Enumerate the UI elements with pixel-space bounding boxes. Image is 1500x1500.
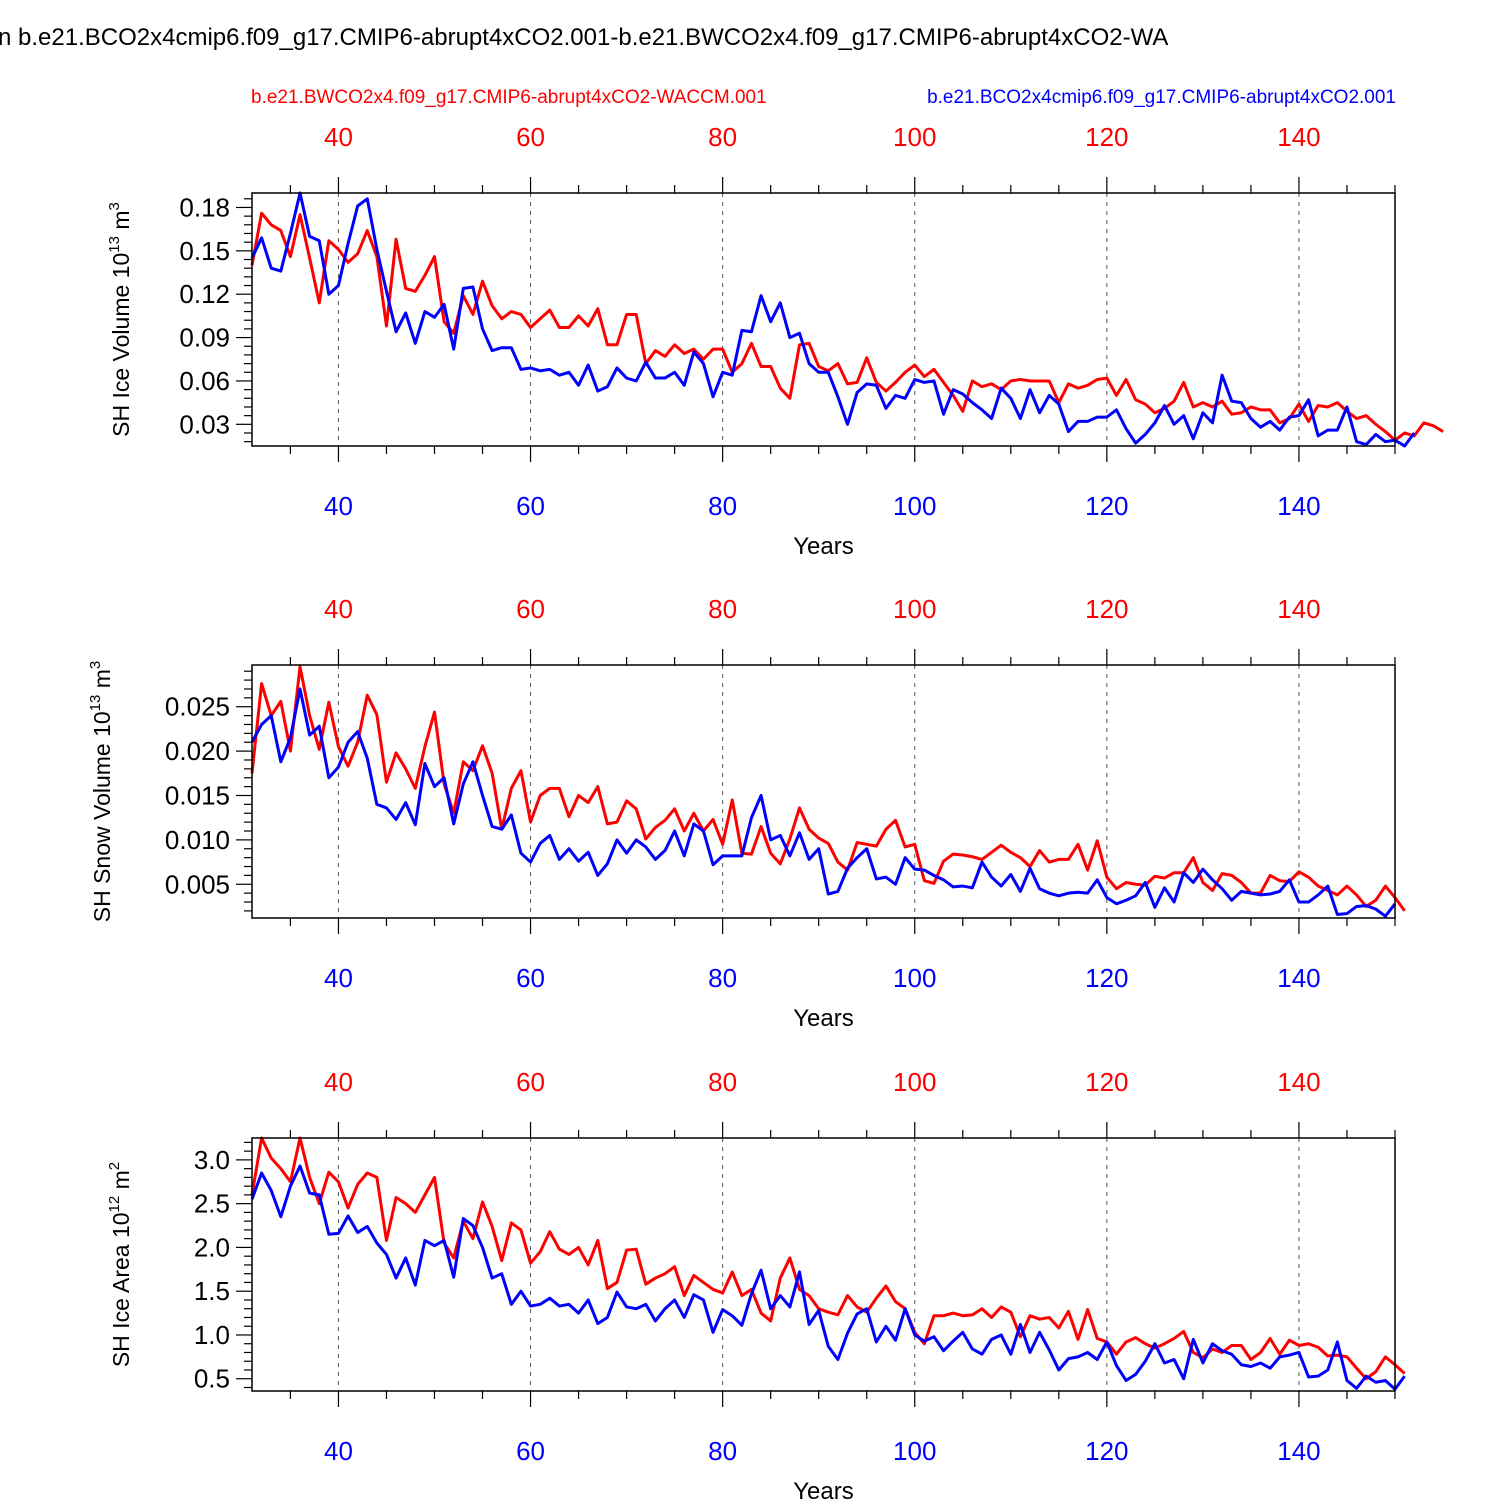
y-tick-label: 0.09 — [179, 323, 230, 353]
y-axis-label-unit-exp: 3 — [87, 661, 104, 669]
y-axis-label-exp: 13 — [87, 695, 104, 712]
series-line-blue — [250, 1164, 1406, 1391]
x-tick-label-bottom: 140 — [1277, 963, 1320, 993]
plot-frame — [251, 192, 1396, 447]
y-tick-label: 2.5 — [194, 1189, 230, 1219]
x-tick-label-bottom: 80 — [708, 963, 737, 993]
x-tick-label-top: 80 — [708, 122, 737, 152]
x-tick-label-bottom: 120 — [1085, 491, 1128, 521]
x-tick-label-bottom: 140 — [1277, 491, 1320, 521]
x-tick-label-top: 80 — [708, 1067, 737, 1097]
x-tick-label-top: 120 — [1085, 122, 1128, 152]
x-tick-label-top: 60 — [516, 594, 545, 624]
x-tick-label-top: 40 — [324, 1067, 353, 1097]
x-tick-label-top: 120 — [1085, 1067, 1128, 1097]
series-line-blue — [250, 687, 1397, 918]
x-tick-label-bottom: 40 — [324, 963, 353, 993]
panels: 40 40 60 60 80 80 100 100 120 120 140 140 Years 0.03 0… — [87, 122, 1444, 1500]
y-tick-label: 0.03 — [179, 409, 230, 439]
panel-3: 40 40 60 60 80 80 100 100 120 120 140 140 Years 0.5 1.… — [106, 1067, 1406, 1500]
x-tick-label-bottom: 120 — [1085, 963, 1128, 993]
x-tick-label-bottom: 140 — [1277, 1436, 1320, 1466]
panel-1: 40 40 60 60 80 80 100 100 120 120 140 140 Years 0.03 0… — [106, 122, 1444, 560]
plot-frame — [251, 664, 1396, 919]
x-tick-label-top: 100 — [893, 1067, 936, 1097]
x-tick-label-bottom: 100 — [893, 1436, 936, 1466]
y-tick-label: 0.18 — [179, 192, 230, 222]
y-axis-label-unit-exp: 3 — [106, 202, 123, 210]
x-tick-label-top: 140 — [1277, 122, 1320, 152]
y-tick-label: 0.06 — [179, 366, 230, 396]
y-tick-label: 1.5 — [194, 1276, 230, 1306]
series-line-red — [250, 665, 1406, 912]
y-axis-label-unit: m — [89, 669, 115, 695]
x-axis-label: Years — [793, 1478, 854, 1500]
x-axis-label: Years — [793, 1005, 854, 1032]
y-axis-label-main: SH Snow Volume 10 — [89, 711, 115, 922]
x-tick-label-bottom: 100 — [893, 963, 936, 993]
x-tick-label-bottom: 40 — [324, 1436, 353, 1466]
main-title: n b.e21.BCO2x4cmip6.f09_g17.CMIP6-abrupt… — [0, 24, 1168, 51]
x-tick-label-bottom: 40 — [324, 491, 353, 521]
y-axis-label: SH Ice Volume 1013 m3 — [106, 202, 134, 437]
x-tick-label-bottom: 60 — [516, 1436, 545, 1466]
y-axis-label-unit: m — [108, 210, 134, 236]
x-tick-label-top: 140 — [1277, 594, 1320, 624]
x-tick-label-bottom: 80 — [708, 1436, 737, 1466]
y-tick-label: 2.0 — [194, 1232, 230, 1262]
y-axis-label-exp: 13 — [106, 236, 123, 253]
x-tick-label-bottom: 80 — [708, 491, 737, 521]
y-axis-label-unit-exp: 2 — [106, 1162, 123, 1170]
y-tick-label: 0.005 — [165, 869, 230, 899]
x-tick-label-bottom: 100 — [893, 491, 936, 521]
x-tick-label-top: 100 — [893, 594, 936, 624]
x-tick-label-top: 140 — [1277, 1067, 1320, 1097]
series-line-blue — [250, 191, 1416, 448]
x-tick-label-top: 80 — [708, 594, 737, 624]
x-tick-label-top: 40 — [324, 122, 353, 152]
legend-blue-label: b.e21.BCO2x4cmip6.f09_g17.CMIP6-abrupt4x… — [927, 87, 1396, 108]
x-tick-label-top: 120 — [1085, 594, 1128, 624]
x-tick-label-bottom: 120 — [1085, 1436, 1128, 1466]
x-tick-label-top: 40 — [324, 594, 353, 624]
y-axis-label: SH Snow Volume 1013 m3 — [87, 661, 115, 923]
panel-2: 40 40 60 60 80 80 100 100 120 120 140 140 Years 0.005… — [87, 594, 1406, 1032]
x-tick-label-bottom: 60 — [516, 491, 545, 521]
y-tick-label: 0.5 — [194, 1364, 230, 1394]
y-tick-label: 0.020 — [165, 736, 230, 766]
x-tick-label-top: 60 — [516, 122, 545, 152]
y-axis-label-main: SH Ice Area 10 — [108, 1212, 134, 1367]
y-tick-label: 0.15 — [179, 236, 230, 266]
x-axis-label: Years — [793, 533, 854, 560]
y-tick-label: 0.025 — [165, 692, 230, 722]
y-tick-label: 0.010 — [165, 825, 230, 855]
y-tick-label: 3.0 — [194, 1145, 230, 1175]
y-axis-label-unit: m — [108, 1170, 134, 1196]
y-tick-label: 0.015 — [165, 780, 230, 810]
y-axis-label: SH Ice Area 1012 m2 — [106, 1162, 134, 1367]
y-axis-label-main: SH Ice Volume 10 — [108, 253, 134, 437]
x-tick-label-top: 100 — [893, 122, 936, 152]
y-tick-label: 0.12 — [179, 279, 230, 309]
series-line-red — [250, 211, 1444, 442]
x-tick-label-bottom: 60 — [516, 963, 545, 993]
x-tick-label-top: 60 — [516, 1067, 545, 1097]
y-tick-label: 1.0 — [194, 1320, 230, 1350]
y-axis-label-exp: 12 — [106, 1196, 123, 1213]
legend-red-label: b.e21.BWCO2x4.f09_g17.CMIP6-abrupt4xCO2-… — [251, 87, 767, 108]
